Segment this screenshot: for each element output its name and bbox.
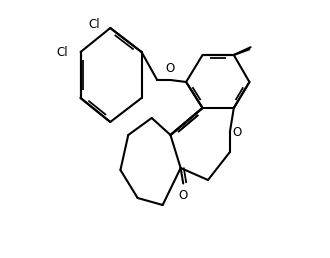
Text: O: O: [232, 125, 242, 139]
Text: O: O: [179, 189, 188, 202]
Text: Cl: Cl: [56, 45, 68, 59]
Text: Cl: Cl: [88, 18, 100, 31]
Text: O: O: [166, 62, 175, 75]
